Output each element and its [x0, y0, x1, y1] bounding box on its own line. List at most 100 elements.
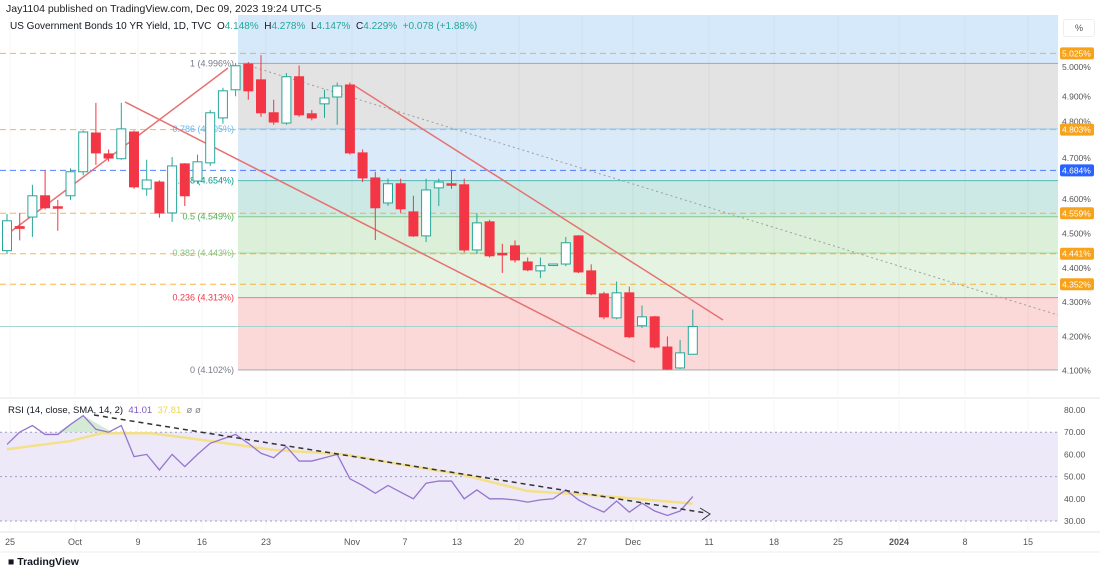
- fib-zone: [238, 253, 1058, 298]
- fib-zone: [238, 63, 1058, 129]
- candle-down: [446, 183, 457, 186]
- candle-down: [522, 261, 533, 271]
- fib-level-label: 0 (4.102%): [190, 365, 234, 375]
- candle-down: [586, 270, 597, 295]
- candle-down: [103, 153, 114, 159]
- candle-up: [421, 189, 432, 237]
- close-label: C: [356, 21, 364, 32]
- candle-up: [141, 179, 152, 190]
- fib-zone: [238, 297, 1058, 371]
- candle-up: [205, 112, 216, 164]
- candle-down: [294, 76, 305, 116]
- price-badge-label: 4.559%: [1062, 208, 1091, 218]
- fib-level-label: 1 (4.996%): [190, 58, 234, 68]
- fib-zone: [238, 128, 1058, 181]
- rsi-sma-line: [6, 432, 693, 505]
- candle-down: [357, 152, 368, 179]
- price-tick: 4.200%: [1062, 331, 1091, 341]
- candle-up: [217, 90, 228, 119]
- rsi-value: 41.01: [128, 405, 153, 416]
- x-tick: Nov: [344, 537, 361, 547]
- x-tick: 20: [514, 537, 524, 547]
- price-badge-label: 5.025%: [1062, 48, 1091, 58]
- candle-up: [230, 65, 241, 91]
- rsi-tick: 70.00: [1064, 427, 1086, 437]
- candle-down: [662, 346, 673, 370]
- price-tick: 4.100%: [1062, 366, 1091, 376]
- candle-down: [14, 226, 25, 229]
- x-tick: 13: [452, 537, 462, 547]
- candle-up: [383, 183, 393, 204]
- price-tick: 4.600%: [1062, 194, 1091, 204]
- fib-level-label: 0.618 (4.654%): [172, 176, 234, 186]
- candle-down: [90, 132, 101, 154]
- candle-up: [687, 325, 698, 355]
- candle-up: [548, 263, 559, 267]
- x-tick: 25: [5, 537, 15, 547]
- rsi-line: [6, 414, 694, 517]
- candle-up: [65, 171, 76, 197]
- rsi-tick: 50.00: [1064, 472, 1086, 482]
- candle-down: [52, 206, 63, 209]
- rsi-title: RSI (14, close, SMA, 14, 2): [8, 405, 124, 416]
- candle-down: [243, 63, 254, 92]
- rsi-extra-2: ø: [194, 405, 201, 416]
- symbol-legend: US Government Bonds 10 YR Yield, 1D, TVC…: [10, 21, 477, 32]
- rsi-tick: 60.00: [1064, 449, 1086, 459]
- x-tick: 23: [261, 537, 271, 547]
- x-tick: 18: [769, 537, 779, 547]
- high-label: H: [264, 21, 272, 32]
- price-tick: 4.500%: [1062, 229, 1091, 239]
- candle-up: [116, 128, 127, 160]
- candle-down: [344, 84, 355, 154]
- price-badge: [1060, 164, 1094, 177]
- fib-level-label: 0.5 (4.549%): [182, 212, 234, 222]
- candle-down: [370, 177, 381, 209]
- candle-down: [395, 183, 406, 210]
- rsi-extra-1: ø: [186, 405, 193, 416]
- fib-level-label: 0.786 (4.805%): [172, 124, 234, 134]
- close-value: 4.229%: [363, 21, 398, 32]
- fib-zone-above: [238, 15, 1058, 64]
- candle-up: [675, 352, 686, 369]
- rsi-overbought-fill: [57, 415, 113, 433]
- high-value: 4.278%: [271, 21, 306, 32]
- change-value: +0.078 (+1.88%): [402, 21, 478, 32]
- price-axis: [1058, 15, 1100, 535]
- price-tick: 4.900%: [1062, 91, 1091, 101]
- publisher-line: Jay1104 published on TradingView.com, De…: [6, 3, 322, 15]
- symbol-title: US Government Bonds 10 YR Yield, 1D, TVC: [10, 21, 212, 32]
- candle-up: [167, 165, 178, 214]
- scale-unit-button[interactable]: %: [1063, 19, 1095, 37]
- x-tick: 11: [704, 537, 713, 547]
- candle-down: [484, 221, 495, 257]
- price-tick: 4.300%: [1062, 297, 1091, 307]
- logo-text: TradingView: [17, 556, 79, 568]
- x-tick: 15: [1023, 537, 1033, 547]
- price-badge-label: 4.441%: [1062, 249, 1091, 259]
- candle-down: [129, 131, 139, 188]
- price-tick: 4.700%: [1062, 153, 1091, 163]
- price-tick: 5.000%: [1062, 62, 1091, 72]
- open-value: 4.148%: [224, 21, 259, 32]
- x-tick: Oct: [68, 537, 83, 547]
- rsi-tick: 30.00: [1064, 516, 1086, 526]
- x-tick: Dec: [625, 537, 642, 547]
- candle-down: [154, 181, 165, 214]
- rsi-trend-line: [93, 414, 707, 514]
- candle-up: [535, 265, 546, 272]
- candle-down: [256, 79, 266, 114]
- fib-zone: [238, 216, 1058, 254]
- candle-down: [510, 245, 520, 261]
- candle-down: [306, 113, 317, 119]
- candle-down: [624, 292, 635, 338]
- candle-up: [78, 131, 89, 173]
- candle-down: [598, 293, 609, 318]
- rsi-tick: 80.00: [1064, 405, 1086, 415]
- x-tick: 25: [833, 537, 843, 547]
- price-badge: [1060, 207, 1094, 220]
- candle-up: [281, 76, 292, 124]
- low-label: L: [310, 21, 317, 32]
- candle-down: [459, 184, 470, 251]
